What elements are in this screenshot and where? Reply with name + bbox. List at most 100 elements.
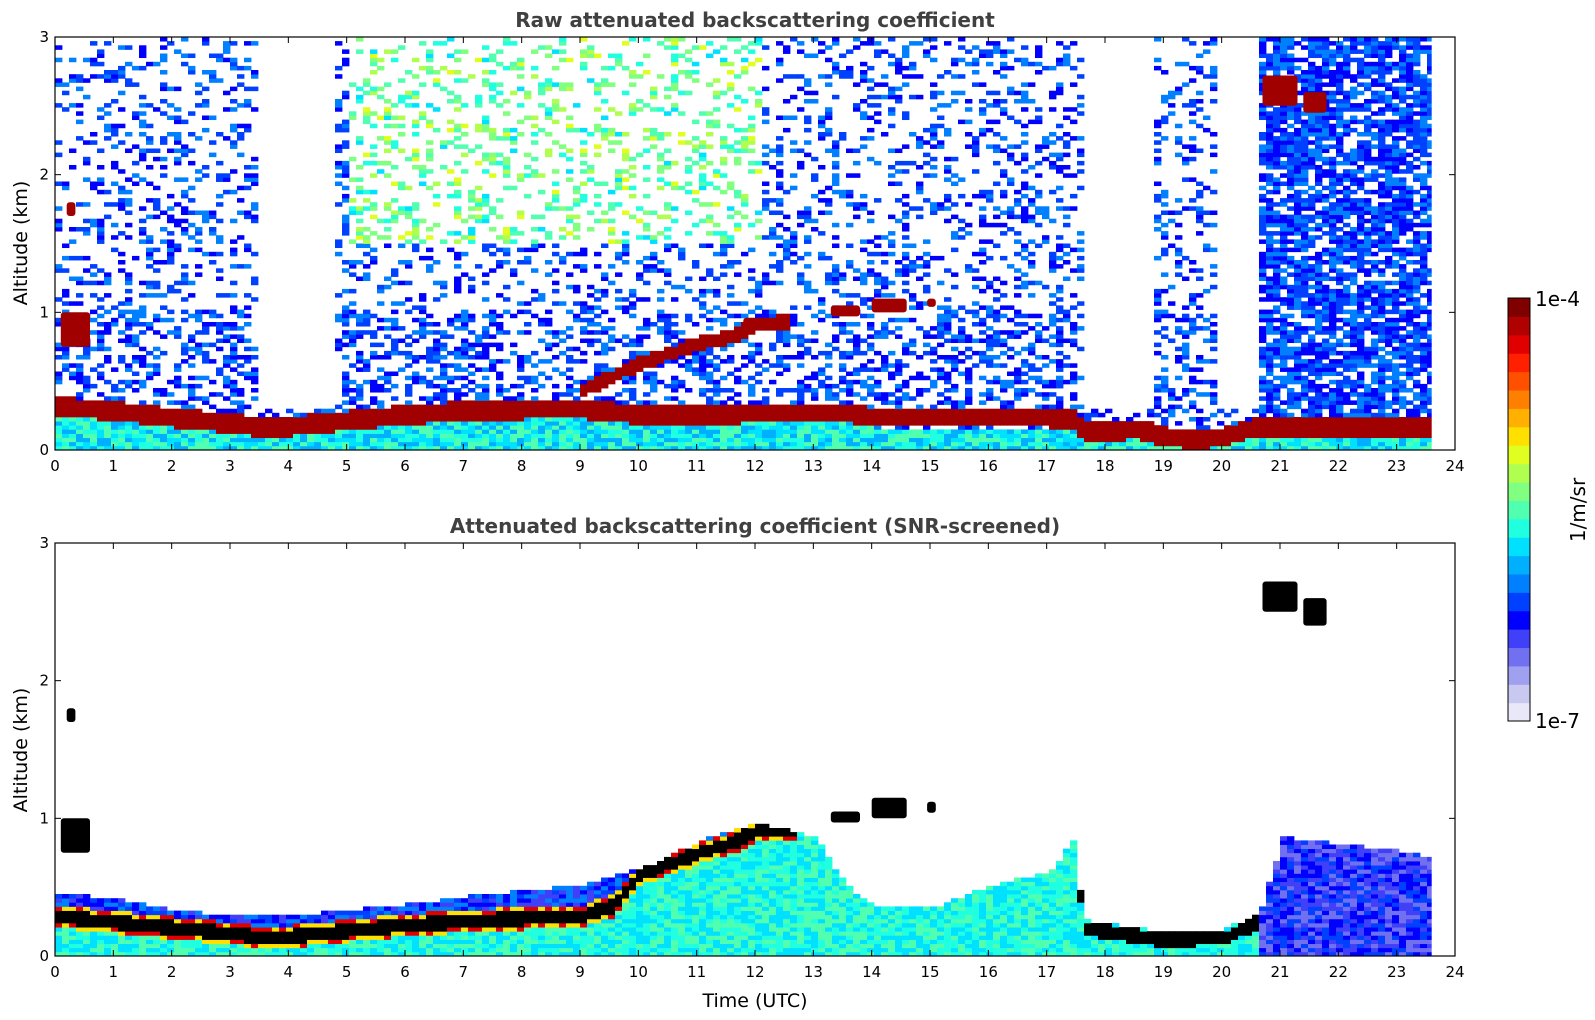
heatmap-cell bbox=[615, 404, 623, 410]
heatmap-cell bbox=[468, 235, 476, 240]
heatmap-cell bbox=[118, 198, 126, 203]
heatmap-cell bbox=[139, 305, 147, 310]
heatmap-cell bbox=[62, 417, 70, 422]
heatmap-cell bbox=[496, 425, 504, 430]
heatmap-cell bbox=[629, 375, 637, 381]
heatmap-cell bbox=[727, 445, 735, 450]
heatmap-cell bbox=[937, 417, 945, 422]
heatmap-cell bbox=[615, 392, 623, 397]
heatmap-cell bbox=[363, 227, 371, 232]
heatmap-cell bbox=[580, 49, 588, 54]
heatmap-cell bbox=[384, 136, 392, 141]
heatmap-cell bbox=[202, 417, 210, 422]
heatmap-cell bbox=[391, 49, 399, 54]
heatmap-cell bbox=[622, 363, 630, 368]
heatmap-cell bbox=[202, 326, 210, 331]
heatmap-cell bbox=[251, 177, 259, 182]
heatmap-cell bbox=[594, 404, 602, 410]
heatmap-cell bbox=[720, 235, 728, 240]
heatmap-cell bbox=[475, 202, 483, 207]
heatmap-cell bbox=[776, 222, 784, 228]
heatmap-cell bbox=[951, 412, 959, 418]
heatmap-cell bbox=[594, 297, 602, 302]
heatmap-cell bbox=[132, 115, 140, 121]
heatmap-cell bbox=[853, 103, 861, 108]
heatmap-cell bbox=[825, 255, 833, 261]
heatmap-cell bbox=[237, 326, 245, 331]
heatmap-cell bbox=[741, 326, 749, 331]
heatmap-cell bbox=[510, 412, 518, 418]
heatmap-cell bbox=[566, 408, 574, 414]
heatmap-cell bbox=[930, 379, 938, 385]
heatmap-cell bbox=[209, 70, 217, 75]
heatmap-cell bbox=[377, 375, 385, 381]
heatmap-cell bbox=[363, 160, 371, 166]
heatmap-cell bbox=[531, 173, 539, 178]
heatmap-cell bbox=[153, 346, 161, 352]
heatmap-cell bbox=[1021, 421, 1029, 426]
heatmap-cell bbox=[734, 338, 742, 344]
heatmap-cell bbox=[230, 61, 238, 67]
heatmap-cell bbox=[160, 260, 168, 265]
heatmap-cell bbox=[608, 280, 616, 286]
heatmap-cell bbox=[629, 379, 637, 385]
heatmap-cell bbox=[426, 123, 434, 129]
heatmap-cell bbox=[370, 57, 378, 63]
heatmap-cell bbox=[867, 433, 875, 439]
heatmap-cell bbox=[615, 371, 623, 377]
heatmap-cell bbox=[496, 313, 504, 319]
heatmap-cell bbox=[76, 425, 84, 430]
heatmap-cell bbox=[447, 379, 455, 385]
heatmap-cell bbox=[517, 396, 525, 401]
heatmap-cell bbox=[762, 412, 770, 418]
heatmap-cell bbox=[678, 284, 686, 290]
heatmap-cell bbox=[447, 140, 455, 145]
heatmap-cell bbox=[867, 297, 875, 302]
heatmap-cell bbox=[825, 350, 833, 356]
heatmap-cell bbox=[125, 272, 133, 277]
heatmap-cell bbox=[496, 375, 504, 381]
heatmap-cell bbox=[587, 400, 595, 405]
heatmap-cell bbox=[447, 193, 455, 199]
heatmap-cell bbox=[720, 338, 728, 344]
heatmap-cell bbox=[370, 433, 378, 439]
heatmap-cell bbox=[804, 408, 812, 414]
heatmap-cell bbox=[825, 412, 833, 418]
heatmap-cell bbox=[251, 276, 259, 282]
heatmap-cell bbox=[62, 82, 70, 87]
heatmap-cell bbox=[412, 94, 420, 100]
heatmap-cell bbox=[958, 421, 966, 426]
heatmap-cell bbox=[902, 243, 910, 249]
heatmap-cell bbox=[769, 227, 777, 232]
heatmap-cell bbox=[601, 346, 609, 352]
heatmap-cell bbox=[685, 70, 693, 75]
heatmap-cell bbox=[181, 189, 189, 195]
heatmap-cell bbox=[230, 359, 238, 364]
heatmap-cell bbox=[762, 235, 770, 240]
heatmap-cell bbox=[349, 429, 357, 434]
heatmap-cell bbox=[832, 181, 840, 187]
heatmap-cell bbox=[643, 227, 651, 232]
heatmap-cell bbox=[370, 355, 378, 360]
heatmap-cell bbox=[384, 206, 392, 211]
heatmap-cell bbox=[608, 437, 616, 443]
heatmap-cell bbox=[419, 169, 427, 174]
heatmap-cell bbox=[419, 404, 427, 410]
heatmap-cell bbox=[622, 404, 630, 410]
heatmap-cell bbox=[993, 437, 1001, 443]
heatmap-cell bbox=[1021, 280, 1029, 286]
heatmap-cell bbox=[776, 260, 784, 265]
heatmap-cell bbox=[335, 417, 343, 422]
heatmap-cell bbox=[125, 441, 133, 447]
heatmap-cell bbox=[657, 441, 665, 447]
heatmap-cell bbox=[657, 363, 665, 368]
heatmap-cell bbox=[874, 383, 882, 389]
heatmap-cell bbox=[853, 293, 861, 298]
heatmap-cell bbox=[468, 417, 476, 422]
heatmap-cell bbox=[615, 437, 623, 443]
heatmap-cell bbox=[916, 375, 924, 381]
heatmap-cell bbox=[146, 412, 154, 418]
heatmap-cell bbox=[433, 375, 441, 381]
heatmap-cell bbox=[97, 231, 105, 236]
heatmap-cell bbox=[125, 189, 133, 195]
